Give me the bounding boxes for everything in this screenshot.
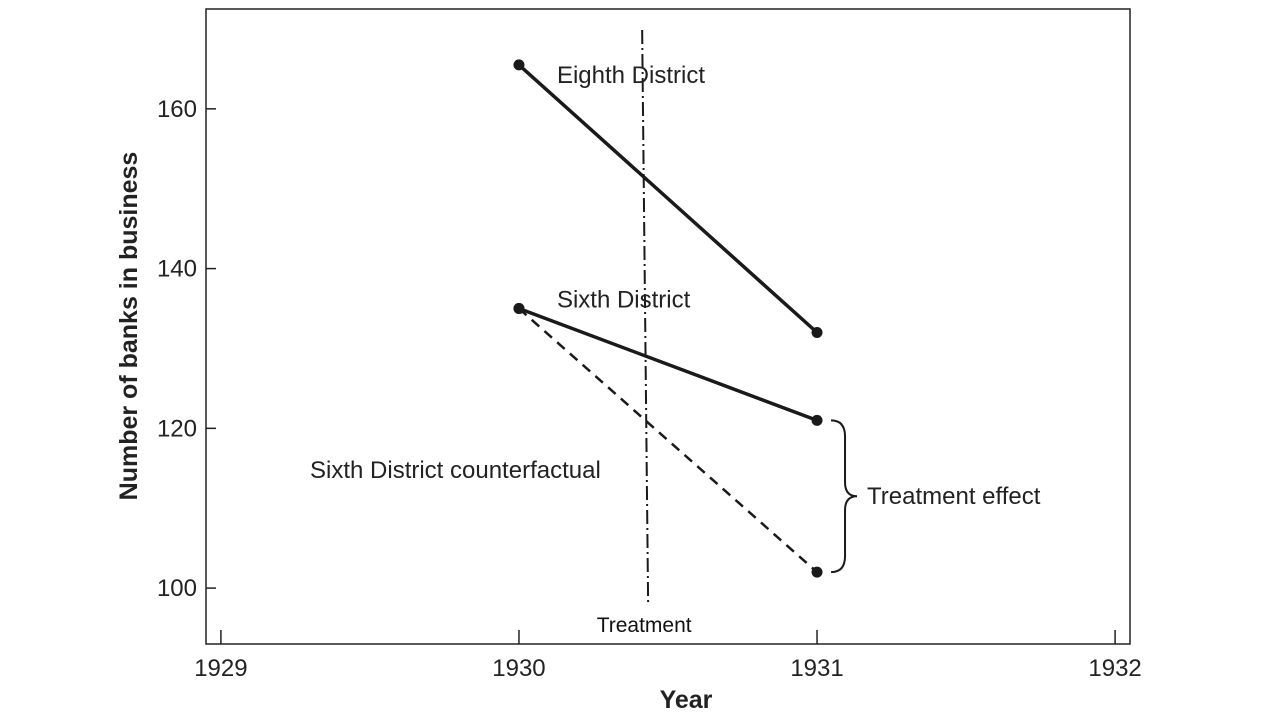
treatment-effect-group: Treatment effect <box>830 419 1041 574</box>
treatment-effect-label: Treatment effect <box>867 483 1041 510</box>
treatment-effect-brace <box>830 419 858 574</box>
eighth-district-line <box>517 63 819 334</box>
y-tick-label: 160 <box>157 96 197 123</box>
sixth-district-point <box>811 414 823 426</box>
series-group <box>513 59 823 578</box>
x-tick-label: 1931 <box>790 655 843 682</box>
x-tick-label: 1929 <box>194 655 247 682</box>
treatment-line <box>641 29 650 607</box>
sixth-district-counterfactual-point <box>811 566 823 578</box>
y-tick-label: 100 <box>157 575 197 602</box>
eighth-district-label: Eighth District <box>557 62 705 89</box>
y-tick-label: 120 <box>157 415 197 442</box>
sixth-district-counterfactual-label: Sixth District counterfactual <box>310 457 601 484</box>
x-tick-label: 1932 <box>1088 655 1141 682</box>
sixth-district-counterfactual-point <box>513 303 525 315</box>
treatment-label: Treatment <box>597 614 692 637</box>
sixth-district-counterfactual-line <box>518 307 818 574</box>
plot-frame <box>205 8 1131 645</box>
y-axis-title: Number of banks in business <box>115 152 143 501</box>
sixth-district-label: Sixth District <box>557 287 691 314</box>
sixth-district-line <box>518 306 818 422</box>
x-tick-label: 1930 <box>492 655 545 682</box>
eighth-district-point <box>513 59 525 71</box>
y-tick-label: 140 <box>157 256 197 283</box>
x-axis: 1929 1930 1931 1932 <box>194 630 1142 682</box>
eighth-district-point <box>811 326 823 338</box>
y-axis: 100 120 140 160 <box>157 96 216 602</box>
series-labels: Eighth District Sixth District Sixth Distr… <box>310 62 705 484</box>
treatment-group: Treatment <box>597 29 692 637</box>
x-axis-title: Year <box>660 686 713 714</box>
